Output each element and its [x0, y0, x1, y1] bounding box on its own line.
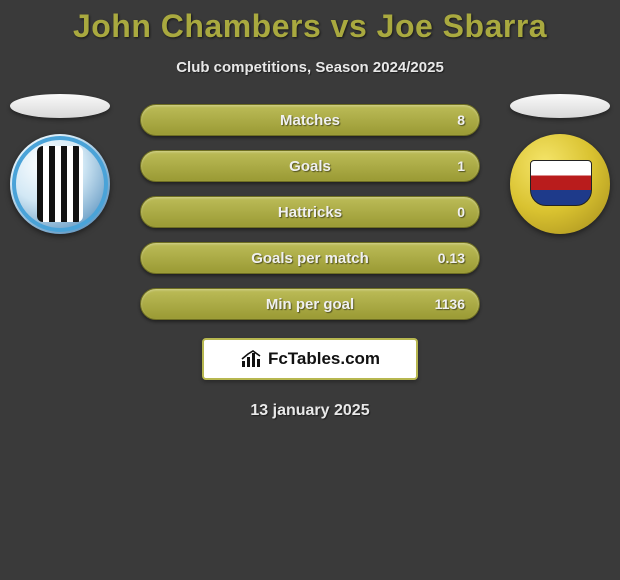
- stat-row: Matches 8: [140, 104, 480, 136]
- stat-value-right: 1136: [435, 296, 465, 312]
- stat-value-right: 1: [457, 158, 465, 174]
- player-left-ellipse: [10, 94, 110, 118]
- player-left-block: [10, 94, 110, 234]
- comparison-container: Matches 8 Goals 1 Hattricks 0 Goals per …: [0, 104, 620, 420]
- brand-text: FcTables.com: [268, 349, 380, 369]
- stats-list: Matches 8 Goals 1 Hattricks 0 Goals per …: [140, 104, 480, 320]
- stat-row: Min per goal 1136: [140, 288, 480, 320]
- stat-label: Matches: [280, 112, 340, 129]
- stat-row: Hattricks 0: [140, 196, 480, 228]
- snapshot-date: 13 january 2025: [0, 402, 620, 420]
- brand-badge: FcTables.com: [202, 338, 418, 380]
- stat-row: Goals per match 0.13: [140, 242, 480, 274]
- club-crest-right: [510, 134, 610, 234]
- stat-value-right: 0: [457, 204, 465, 220]
- stat-value-right: 0.13: [438, 250, 465, 266]
- player-right-block: [510, 94, 610, 234]
- page-title: John Chambers vs Joe Sbarra: [0, 0, 620, 45]
- bar-chart-icon: [240, 349, 264, 369]
- stat-label: Goals per match: [251, 250, 369, 267]
- club-crest-left: [10, 134, 110, 234]
- stat-value-right: 8: [457, 112, 465, 128]
- competition-subtitle: Club competitions, Season 2024/2025: [0, 59, 620, 76]
- stat-label: Min per goal: [266, 296, 354, 313]
- stat-label: Goals: [289, 158, 331, 175]
- stat-label: Hattricks: [278, 204, 342, 221]
- stat-row: Goals 1: [140, 150, 480, 182]
- player-right-ellipse: [510, 94, 610, 118]
